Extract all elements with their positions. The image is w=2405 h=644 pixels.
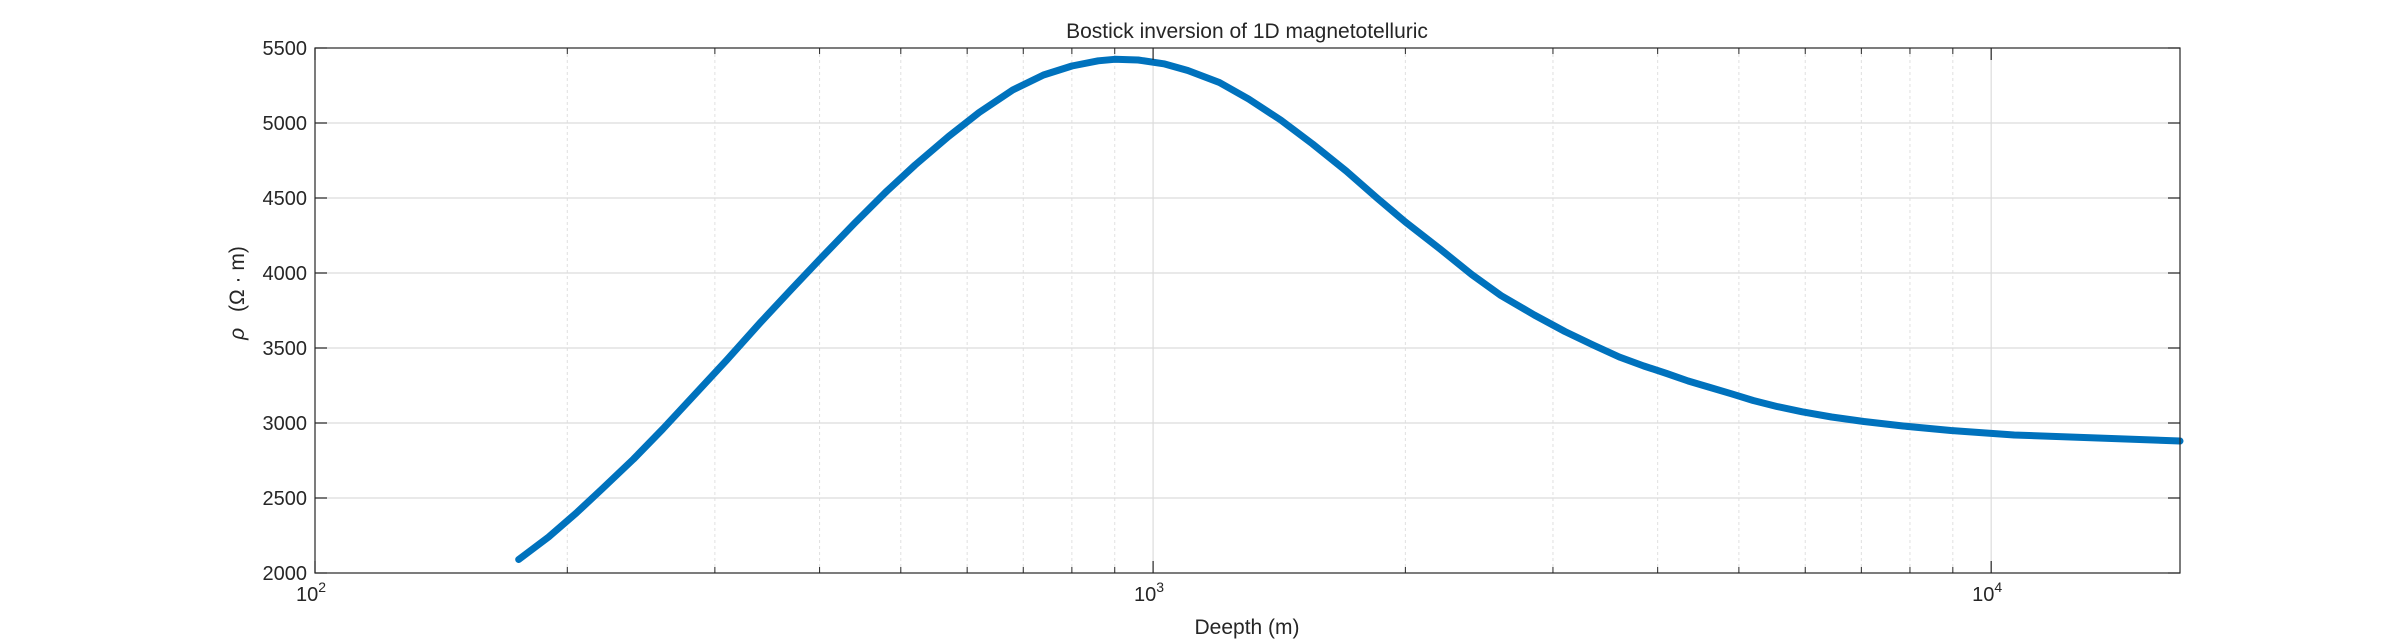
data-point <box>659 425 666 433</box>
data-point <box>1373 194 1381 202</box>
data-point <box>1899 422 1907 430</box>
data-point <box>1160 60 1168 67</box>
svg-text:ρ (Ω · m): ρ (Ω · m) <box>226 246 249 341</box>
data-point <box>757 319 764 326</box>
data-point <box>1184 67 1192 74</box>
data-point <box>1009 86 1016 94</box>
data-point <box>1436 245 1444 253</box>
data-point <box>2010 431 2018 439</box>
data-point <box>1705 383 1712 391</box>
y-tick-label: 4500 <box>263 188 308 210</box>
data-point <box>1245 95 1252 103</box>
data-point <box>1616 353 1623 361</box>
data-point <box>1828 413 1835 421</box>
x-tick-label: 103 <box>1134 579 1164 606</box>
data-point <box>573 509 580 517</box>
data-point <box>1402 218 1409 226</box>
y-tick-label: 2000 <box>263 563 308 585</box>
data-point <box>1561 328 1569 335</box>
data-point <box>693 389 700 397</box>
data-point <box>911 161 919 169</box>
y-axis-label-symbol: ρ <box>226 328 249 341</box>
data-point <box>1095 57 1102 64</box>
data-point <box>788 286 795 293</box>
series-line <box>515 55 2184 563</box>
y-axis-label: ρ (Ω · m) <box>226 246 249 341</box>
data-point <box>1468 271 1475 278</box>
data-point <box>1111 56 1118 63</box>
y-tick-label: 5000 <box>263 113 308 135</box>
chart-title: Bostick inversion of 1D magnetotelluric <box>1066 20 1428 43</box>
data-point <box>723 356 730 364</box>
y-tick-label: 4000 <box>263 263 308 285</box>
data-point <box>545 533 552 541</box>
data-point <box>1685 377 1692 385</box>
data-point <box>945 133 952 140</box>
y-tick-label: 5500 <box>263 38 308 60</box>
data-point <box>1068 62 1076 70</box>
data-point <box>816 256 823 263</box>
series-layer <box>515 55 2184 563</box>
data-point <box>1773 403 1781 410</box>
y-tick-label: 3000 <box>263 413 308 435</box>
grid <box>315 48 2180 573</box>
data-point <box>1216 79 1223 86</box>
plot-frame <box>314 47 2181 574</box>
data-point <box>1309 140 1316 148</box>
data-point <box>1531 311 1538 319</box>
data-point <box>1947 427 1955 434</box>
data-point <box>1860 418 1868 425</box>
data-point <box>1277 116 1284 124</box>
data-point <box>630 455 637 463</box>
data-point <box>1750 397 1757 404</box>
data-point <box>598 485 606 493</box>
data-point <box>975 109 983 116</box>
data-point <box>1728 390 1735 397</box>
data-point <box>515 556 522 563</box>
axes: 2000 2500 3000 3500 4000 4500 5000 5500 102 103 10… <box>263 38 2181 606</box>
data-point <box>1135 56 1142 64</box>
y-axis-label-unit: (Ω · m) <box>226 246 249 312</box>
data-point <box>1799 408 1806 415</box>
y-tick-label: 3500 <box>263 338 308 360</box>
x-tick-label: 104 <box>1972 579 2002 606</box>
data-point <box>1589 341 1597 349</box>
data-point <box>1663 370 1670 377</box>
data-point <box>1640 362 1648 370</box>
x-axis-label: Deepth (m) <box>1194 616 1299 639</box>
data-point <box>1343 167 1350 175</box>
data-point <box>851 220 858 227</box>
y-tick-label: 2500 <box>263 488 308 510</box>
data-point <box>1040 71 1047 79</box>
data-point <box>882 188 890 196</box>
x-tick-label: 102 <box>296 579 326 606</box>
data-point <box>1497 292 1505 299</box>
